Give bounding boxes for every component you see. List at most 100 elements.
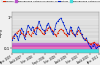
Point [65,28,67,30]
Point [18,40,19,41]
Point [78,26,79,27]
Point [35,27,36,29]
Point [87,42,89,43]
Point [32,32,33,33]
Point [57,32,59,33]
Point [89,43,90,44]
Point [51,29,52,30]
Point [90,48,92,49]
Legend: Carbon, Background natural of carbon 14, Tritium, Background natural of tritium: Carbon, Background natural of carbon 14,… [2,0,100,2]
Point [63,25,65,26]
Point [68,34,70,35]
Point [98,44,100,45]
Point [14,34,16,35]
Point [43,34,44,35]
Point [82,37,84,38]
Point [40,30,41,31]
Point [38,21,40,22]
Point [63,32,65,33]
Point [95,43,97,44]
Point [65,34,67,35]
Point [30,30,32,31]
Point [36,27,38,29]
Point [41,32,43,33]
Point [29,34,30,35]
Point [60,17,62,18]
Point [87,42,89,43]
Point [84,40,86,41]
Point [56,23,57,24]
Point [48,27,49,29]
Point [30,35,32,37]
Bar [12,45,99,48]
Bar [12,43,99,45]
Point [82,37,84,38]
Point [70,30,71,31]
Y-axis label: Bq/g: Bq/g [0,28,2,37]
Point [73,33,74,34]
Point [73,34,74,35]
Point [22,34,24,35]
Point [11,40,13,41]
Point [97,44,98,45]
Point [19,34,21,35]
Point [16,32,18,33]
Point [33,30,35,31]
Point [68,33,70,34]
Point [27,31,29,32]
Point [24,35,26,37]
Point [11,37,13,38]
Point [48,23,49,24]
Point [13,35,14,37]
Point [79,32,81,33]
Point [57,21,59,22]
Point [79,30,81,31]
Point [98,45,100,46]
Point [70,26,71,27]
Point [19,29,21,30]
Point [22,31,24,32]
Point [21,27,22,29]
Point [84,39,86,40]
Point [36,26,38,27]
Point [74,35,76,37]
Point [32,26,33,27]
Point [29,27,30,28]
Point [21,32,22,33]
Point [76,33,78,34]
Point [62,30,63,31]
Point [44,31,46,32]
Point [46,25,48,26]
Point [90,43,92,44]
Point [59,19,60,20]
Point [86,37,87,38]
Point [74,35,76,37]
Point [54,28,56,30]
Point [52,34,54,35]
Point [71,32,73,33]
Point [67,32,68,33]
Point [24,39,26,40]
Point [81,34,82,35]
Point [33,31,35,32]
Point [25,33,27,34]
Point [78,30,79,31]
Point [13,37,14,38]
Point [25,32,27,33]
Point [52,31,54,32]
Point [51,31,52,32]
Point [27,25,29,26]
Point [49,26,51,27]
Point [35,34,36,35]
Point [59,30,60,31]
Point [67,35,68,37]
Point [94,43,95,44]
Point [95,48,97,49]
Point [49,27,51,29]
Point [81,34,82,35]
Point [97,47,98,48]
Point [40,25,41,26]
Point [38,28,40,30]
Point [56,35,57,37]
Point [60,28,62,30]
